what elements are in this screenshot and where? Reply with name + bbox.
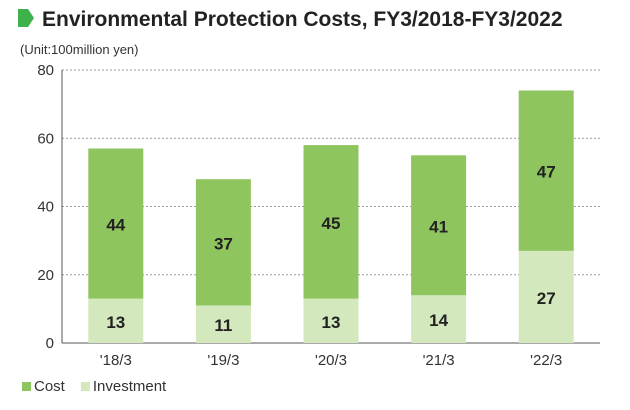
x-tick-label-0: '18/3 (100, 352, 132, 369)
data-label-investment-3: 14 (429, 311, 448, 330)
x-tick-label-2: '20/3 (315, 352, 347, 369)
bar-cost-2 (303, 145, 359, 299)
y-tick-label-80: 80 (37, 62, 54, 79)
bar-cost-1 (195, 179, 251, 306)
bar-cost-4 (518, 90, 574, 251)
x-tick-label-4: '22/3 (530, 352, 562, 369)
data-label-investment-2: 13 (322, 313, 341, 332)
y-tick-label-60: 60 (37, 130, 54, 147)
x-tick-label-1: '19/3 (207, 352, 239, 369)
bar-investment-3 (411, 295, 467, 343)
x-tick-label-3: '21/3 (423, 352, 455, 369)
unit-label: (Unit:100million yen) (20, 42, 139, 57)
legend-label-investment: Investment (93, 378, 167, 395)
legend-swatch-cost (22, 382, 31, 391)
chart-title: Environmental Protection Costs, FY3/2018… (42, 8, 563, 31)
title-row: Environmental Protection Costs, FY3/2018… (18, 8, 563, 32)
data-label-cost-4: 47 (537, 163, 556, 182)
data-label-investment-0: 13 (106, 313, 125, 332)
y-tick-label-20: 20 (37, 267, 54, 284)
y-tick-label-40: 40 (37, 199, 54, 216)
data-label-cost-3: 41 (429, 217, 448, 236)
bar-investment-0 (88, 298, 144, 343)
data-label-cost-1: 37 (214, 234, 233, 253)
bar-investment-2 (303, 298, 359, 343)
y-tick-label-0: 0 (46, 335, 54, 352)
title-marker-icon (18, 8, 34, 32)
data-label-investment-4: 27 (537, 289, 556, 308)
bar-investment-4 (518, 250, 574, 343)
bar-investment-1 (195, 305, 251, 343)
data-label-cost-2: 45 (322, 214, 341, 233)
bar-cost-0 (88, 148, 144, 299)
data-label-investment-1: 11 (214, 316, 232, 335)
bar-cost-3 (411, 155, 467, 296)
data-label-cost-0: 44 (106, 216, 125, 235)
legend-swatch-investment (80, 382, 90, 391)
legend-label-cost: Cost (34, 378, 66, 395)
